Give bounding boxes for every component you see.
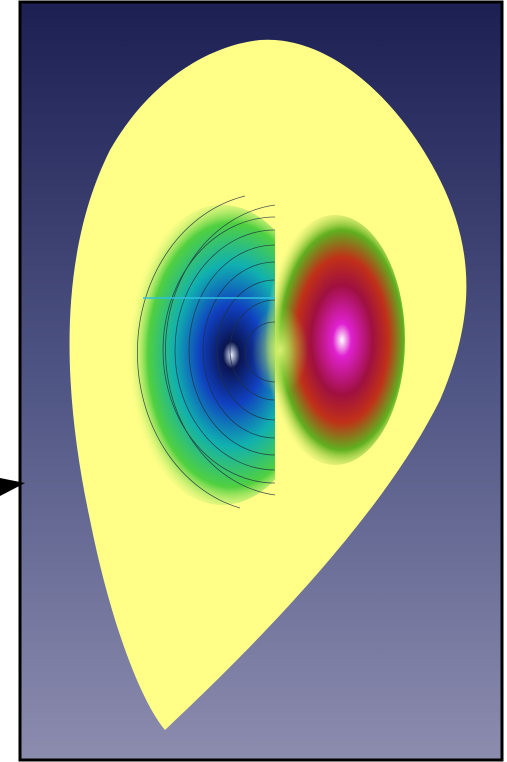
pointer-arrow [0,478,25,496]
flux-contours [137,195,276,509]
positive-lobe [265,215,405,465]
core-region [252,305,308,395]
mode-structure [127,180,425,510]
